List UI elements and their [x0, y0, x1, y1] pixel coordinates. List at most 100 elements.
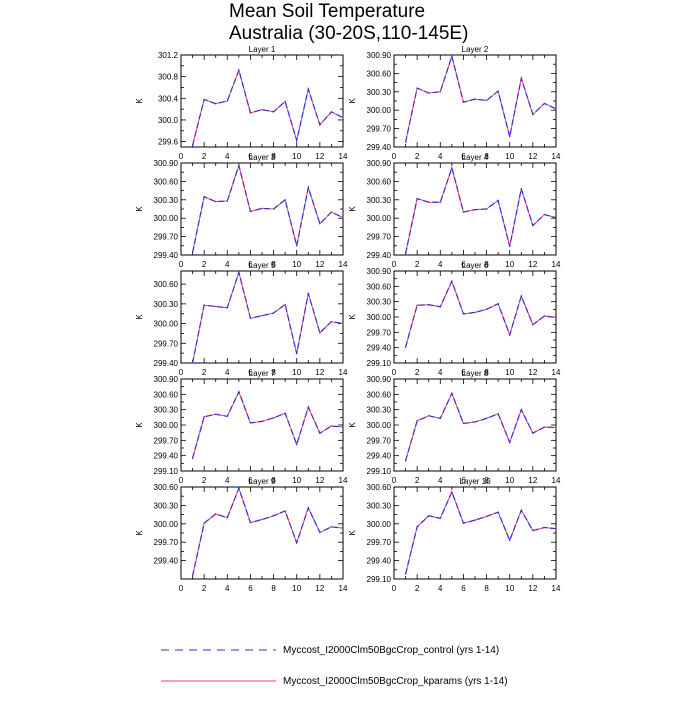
data-point-control — [191, 575, 194, 577]
data-point-control — [261, 420, 263, 423]
legend-label-kparams: Myccost_I2000Clm50BgcCrop_kparams (yrs 1… — [283, 676, 508, 687]
data-point-control — [451, 55, 453, 57]
data-point-control — [532, 324, 534, 326]
data-point-control — [428, 92, 430, 94]
x-tick-label: 8 — [484, 476, 489, 485]
data-point-control — [451, 392, 453, 394]
y-tick-label: 300.00 — [154, 214, 179, 223]
x-tick-label: 2 — [415, 476, 420, 485]
x-tick-label: 2 — [415, 152, 420, 161]
y-tick-label: 300.60 — [367, 282, 392, 291]
data-point-control — [330, 321, 333, 323]
data-point-control — [474, 311, 476, 313]
x-tick-label: 8 — [484, 260, 489, 269]
x-tick-label: 0 — [179, 476, 184, 485]
y-tick-label: 299.40 — [367, 143, 392, 152]
x-tick-label: 12 — [315, 152, 324, 161]
data-point-control — [342, 322, 344, 325]
y-tick-label: 299.70 — [367, 125, 392, 134]
data-point-control — [342, 117, 344, 119]
y-tick-label: 299.10 — [367, 467, 392, 476]
x-tick-label: 4 — [438, 476, 443, 485]
data-point-control — [203, 196, 205, 198]
data-point-control — [215, 201, 217, 203]
data-point-control — [509, 245, 511, 248]
y-tick-label: 299.40 — [154, 359, 179, 368]
plot-frame — [180, 162, 344, 256]
y-tick-label: 300.60 — [367, 483, 392, 492]
x-tick-label: 0 — [392, 584, 397, 593]
panel-layer-4: Layer 4 K 0 2 4 6 8 10 12 14 299.40 299.70 300.00 300… — [348, 153, 561, 269]
x-tick-label: 14 — [339, 368, 348, 377]
data-point-control — [439, 306, 441, 308]
data-point-control — [520, 77, 522, 79]
data-point-control — [404, 141, 407, 143]
data-point-control — [261, 109, 263, 111]
data-point-control — [485, 208, 488, 210]
x-tick-label: 12 — [315, 368, 324, 377]
data-point-control — [404, 253, 407, 255]
data-point-control — [532, 432, 534, 434]
x-tick-label: 10 — [292, 368, 301, 377]
data-point-control — [261, 518, 263, 521]
data-point-control — [462, 101, 465, 103]
y-tick-label: 300.60 — [154, 483, 179, 492]
y-tick-label: 300.00 — [367, 520, 392, 529]
data-point-control — [543, 102, 546, 105]
data-point-control — [296, 443, 298, 446]
data-point-control — [532, 113, 534, 116]
y-tick-label: 299.40 — [154, 452, 179, 461]
x-tick-label: 8 — [271, 368, 276, 377]
data-point-control — [330, 111, 333, 113]
x-tick-label: 12 — [315, 260, 324, 269]
data-point-control — [284, 100, 286, 103]
data-point-control — [462, 211, 465, 213]
y-tick-label: 299.40 — [154, 251, 179, 260]
y-axis-label: K — [348, 530, 357, 536]
x-tick-label: 10 — [505, 152, 514, 161]
data-point-control — [249, 521, 252, 524]
x-tick-label: 8 — [484, 368, 489, 377]
series-line-control — [404, 490, 557, 575]
data-point-control — [416, 420, 418, 422]
x-tick-label: 0 — [179, 368, 184, 377]
data-point-control — [416, 304, 418, 306]
x-tick-label: 12 — [315, 584, 324, 593]
data-point-control — [497, 90, 499, 92]
y-tick-label: 299.40 — [367, 452, 392, 461]
data-point-control — [191, 144, 194, 146]
y-tick-label: 300.30 — [367, 298, 392, 307]
data-point-control — [307, 186, 309, 189]
x-tick-label: 14 — [552, 152, 561, 161]
data-point-control — [497, 199, 499, 202]
x-tick-label: 10 — [505, 260, 514, 269]
panel-title: Layer 1 — [249, 45, 276, 54]
data-point-control — [520, 409, 522, 411]
x-tick-label: 10 — [292, 584, 301, 593]
data-point-control — [451, 280, 453, 282]
y-tick-label: 300.00 — [154, 520, 179, 529]
panel-title: Layer 6 — [462, 261, 489, 270]
data-point-control — [307, 292, 309, 294]
x-tick-label: 0 — [179, 152, 184, 161]
y-tick-label: 300.60 — [367, 390, 392, 399]
data-point-control — [272, 417, 275, 419]
plot-frame — [393, 162, 557, 256]
data-point-control — [474, 98, 476, 100]
data-point-control — [226, 100, 228, 102]
series-line-control — [404, 279, 557, 348]
series-line-control — [404, 391, 557, 461]
data-point-control — [509, 135, 511, 138]
x-tick-label: 6 — [248, 584, 253, 593]
panel-layer-3: Layer 3 K 0 2 4 6 8 10 12 14 299.40 299.70 300.00 300… — [135, 153, 348, 269]
x-tick-label: 6 — [248, 260, 253, 269]
y-tick-label: 300.30 — [367, 501, 392, 510]
x-tick-label: 10 — [292, 260, 301, 269]
y-tick-label: 301.2 — [158, 51, 179, 60]
data-point-control — [462, 313, 465, 315]
panel-layer-8: Layer 8 K 0 2 4 6 8 10 12 14 299.10 299.40 299.70 300… — [348, 369, 561, 485]
panel-title: Layer 5 — [249, 261, 276, 270]
y-tick-label: 299.40 — [154, 557, 179, 566]
plot-frame — [180, 378, 344, 472]
